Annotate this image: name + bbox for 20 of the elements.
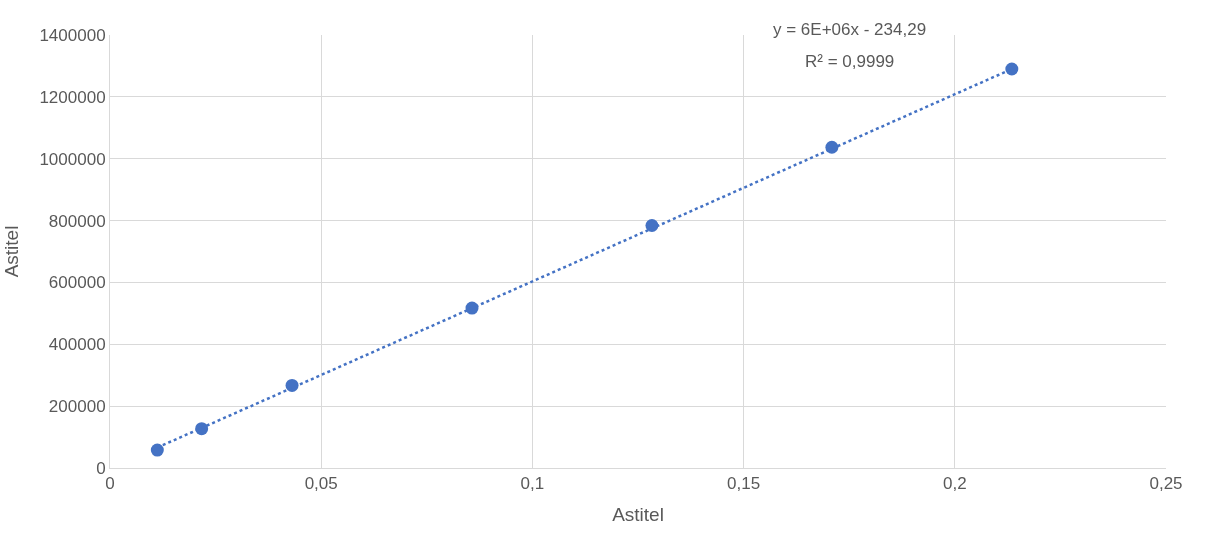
point xyxy=(1005,62,1019,76)
x-axis-title: Astitel xyxy=(612,504,664,526)
point xyxy=(150,443,164,457)
y-axis-title: Astitel xyxy=(1,225,23,278)
point xyxy=(645,219,659,233)
y-tick-label: 1400000 xyxy=(39,25,106,45)
y-tick-label: 600000 xyxy=(48,273,106,293)
y-tick-label: 200000 xyxy=(48,397,106,417)
x-tick-label: 0,15 xyxy=(727,474,761,494)
x-tick-label: 0,05 xyxy=(304,474,338,494)
annotation: y = 6E+06x - 234,29 xyxy=(773,20,927,39)
y-tick-label: 400000 xyxy=(48,335,106,355)
y-tick-label: 1200000 xyxy=(39,87,106,107)
x-tick-label: 0,25 xyxy=(1149,474,1183,494)
annotation: R² = 0,9999 xyxy=(805,52,895,71)
y-tick-label: 1000000 xyxy=(39,149,106,169)
y-tick-label: 800000 xyxy=(48,211,106,231)
y-tick-label: 0 xyxy=(96,458,106,478)
x-tick-label: 0,2 xyxy=(942,474,967,494)
x-tick-label: 0,1 xyxy=(520,474,545,494)
